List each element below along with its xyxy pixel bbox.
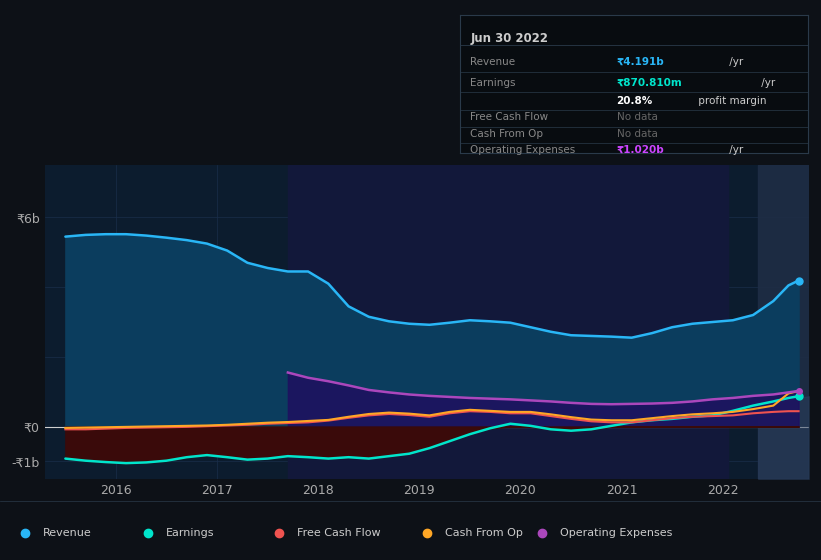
Text: 20.8%: 20.8%: [617, 96, 653, 105]
Text: Free Cash Flow: Free Cash Flow: [297, 528, 381, 538]
Text: Revenue: Revenue: [470, 57, 516, 67]
Text: Earnings: Earnings: [470, 78, 516, 87]
Text: Revenue: Revenue: [43, 528, 91, 538]
Text: No data: No data: [617, 112, 658, 122]
Text: ₹1.020b: ₹1.020b: [617, 145, 664, 155]
Text: Cash From Op: Cash From Op: [445, 528, 523, 538]
Text: Cash From Op: Cash From Op: [470, 129, 544, 139]
Bar: [288, 165, 727, 479]
Text: Free Cash Flow: Free Cash Flow: [470, 112, 548, 122]
Text: ₹870.810m: ₹870.810m: [617, 78, 682, 87]
Text: Jun 30 2022: Jun 30 2022: [470, 31, 548, 45]
Bar: [758, 165, 809, 479]
Text: ₹4.191b: ₹4.191b: [617, 57, 664, 67]
Text: Operating Expenses: Operating Expenses: [560, 528, 672, 538]
Text: No data: No data: [617, 129, 658, 139]
Text: Earnings: Earnings: [166, 528, 214, 538]
Text: profit margin: profit margin: [695, 96, 766, 105]
Text: Operating Expenses: Operating Expenses: [470, 145, 576, 155]
Text: /yr: /yr: [758, 78, 775, 87]
Text: /yr: /yr: [727, 57, 744, 67]
Text: /yr: /yr: [727, 145, 744, 155]
